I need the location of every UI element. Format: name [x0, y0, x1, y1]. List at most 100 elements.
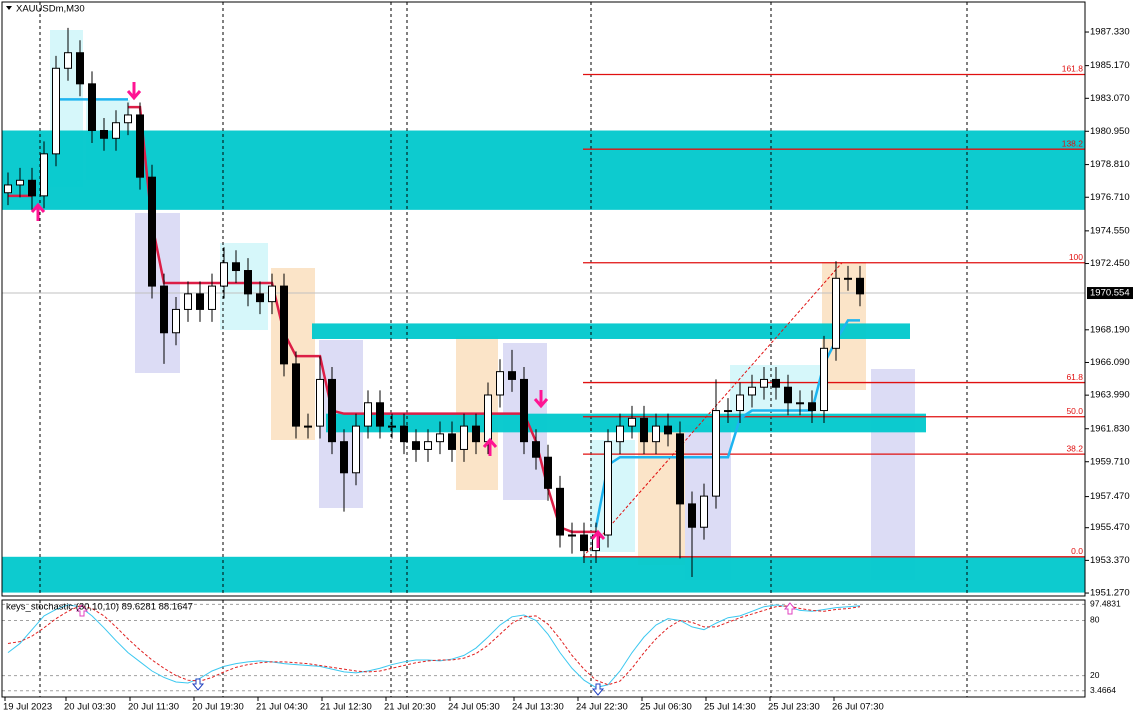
candle-body	[856, 277, 864, 295]
foreground-layer: 161.8 138.2 100 61.8 50.0 38.2 0.0 1987.330 1985…	[3, 27, 1133, 713]
candle-body	[556, 487, 564, 536]
candle-body	[568, 534, 576, 537]
zone	[312, 323, 910, 339]
signal-arrow	[482, 437, 498, 456]
candle-body	[496, 371, 504, 396]
fib-trend	[582, 262, 843, 558]
y-tick-label: 1980.950	[1090, 126, 1130, 137]
candle-body	[832, 277, 840, 349]
main-frame	[1, 1, 1086, 597]
zone	[2, 556, 1085, 593]
candle-body	[172, 308, 180, 334]
candle-body	[760, 378, 768, 388]
fib-label: 38.2	[1066, 443, 1083, 453]
candle-body	[724, 410, 732, 413]
current-price-box	[1087, 287, 1133, 300]
highlight-box	[730, 365, 820, 415]
candle-body	[28, 179, 36, 197]
candle-body	[412, 441, 420, 450]
fib-label: 0.0	[1071, 546, 1083, 556]
x-tick-label: 20 Jul 19:30	[192, 702, 244, 713]
x-tick-label: 24 Jul 05:30	[448, 702, 500, 713]
candle-body	[700, 495, 708, 528]
x-tick-label: 24 Jul 22:30	[576, 702, 628, 713]
candle-body	[352, 425, 360, 474]
y-tick-label: 1951.270	[1090, 588, 1130, 599]
x-tick-label: 21 Jul 12:30	[320, 702, 372, 713]
signal-arrow	[590, 529, 606, 548]
candle-body	[268, 285, 276, 303]
candle-body	[616, 425, 624, 443]
x-tick-label: 25 Jul 23:30	[768, 702, 820, 713]
zone	[2, 130, 1085, 210]
candle-body	[208, 285, 216, 310]
x-tick-label: 25 Jul 14:30	[704, 702, 756, 713]
candle-body	[772, 378, 780, 388]
y-tick-label: 1961.830	[1090, 423, 1130, 434]
candle-body	[676, 433, 684, 505]
indicator-title: keys_stochastic (30,10,10) 89.6281 88.16…	[6, 602, 193, 613]
signal-arrow	[533, 390, 549, 409]
y-tick-label: 1959.710	[1090, 456, 1130, 467]
candle-body	[280, 285, 288, 365]
candle-body	[748, 386, 756, 396]
y-tick-label: 20	[1090, 670, 1100, 680]
candle-body	[100, 130, 108, 139]
candle-body	[784, 386, 792, 404]
y-tick-label: 97.4831	[1090, 599, 1121, 609]
candle-body	[88, 83, 96, 132]
candle-body	[628, 417, 636, 427]
candle-body	[484, 394, 492, 443]
candle-body	[232, 262, 240, 272]
y-tick-label: 80	[1090, 615, 1100, 625]
candle-body	[664, 425, 672, 435]
x-tick-label: 21 Jul 20:30	[384, 702, 436, 713]
fib-label: 50.0	[1066, 406, 1083, 416]
candle-body	[244, 270, 252, 295]
y-tick-label: 1985.170	[1090, 60, 1130, 71]
y-tick-label: 1953.370	[1090, 555, 1130, 566]
x-tick-label: 20 Jul 11:30	[128, 702, 179, 713]
candle-body	[388, 425, 396, 428]
x-tick-label: 24 Jul 13:30	[512, 702, 564, 713]
candle-body	[16, 179, 24, 186]
candle-body	[448, 433, 456, 450]
candle-body	[652, 425, 660, 443]
candle-body	[64, 52, 72, 69]
candle-body	[508, 371, 516, 380]
candle-body	[184, 293, 192, 310]
y-tick-label: 1968.190	[1090, 324, 1130, 335]
candle-body	[424, 441, 432, 450]
candle-body	[340, 441, 348, 474]
stochastic-arrow	[75, 604, 89, 617]
candle-body	[256, 293, 264, 303]
candle-body	[124, 114, 132, 124]
candle-body	[328, 378, 336, 443]
candle-body	[688, 503, 696, 528]
y-tick-label: 1972.450	[1090, 258, 1130, 269]
candle-body	[808, 402, 816, 412]
candle-body	[604, 441, 612, 536]
y-tick-label: 1974.550	[1090, 225, 1130, 236]
candle-body	[316, 378, 324, 427]
candle-body	[544, 456, 552, 489]
y-tick-label: 1983.070	[1090, 93, 1130, 104]
y-tick-label: 1976.710	[1090, 192, 1130, 203]
signal-arrow	[30, 202, 46, 221]
y-tick-label: 1966.090	[1090, 357, 1130, 368]
y-tick-label: 1978.810	[1090, 159, 1130, 170]
title-marker	[6, 6, 12, 10]
x-tick-label: 20 Jul 03:30	[64, 702, 116, 713]
signal-arrow	[126, 82, 142, 101]
fib-label: 61.8	[1066, 372, 1083, 382]
candle-body	[712, 410, 720, 497]
candle-body	[580, 534, 588, 552]
y-tick-label: 1963.990	[1090, 390, 1130, 401]
stochastic-arrow	[783, 602, 797, 615]
candle-body	[220, 262, 228, 287]
indicator-frame	[1, 599, 1086, 698]
candle-body	[460, 425, 468, 450]
candle-body	[376, 402, 384, 427]
stochastic-arrow	[591, 683, 605, 696]
